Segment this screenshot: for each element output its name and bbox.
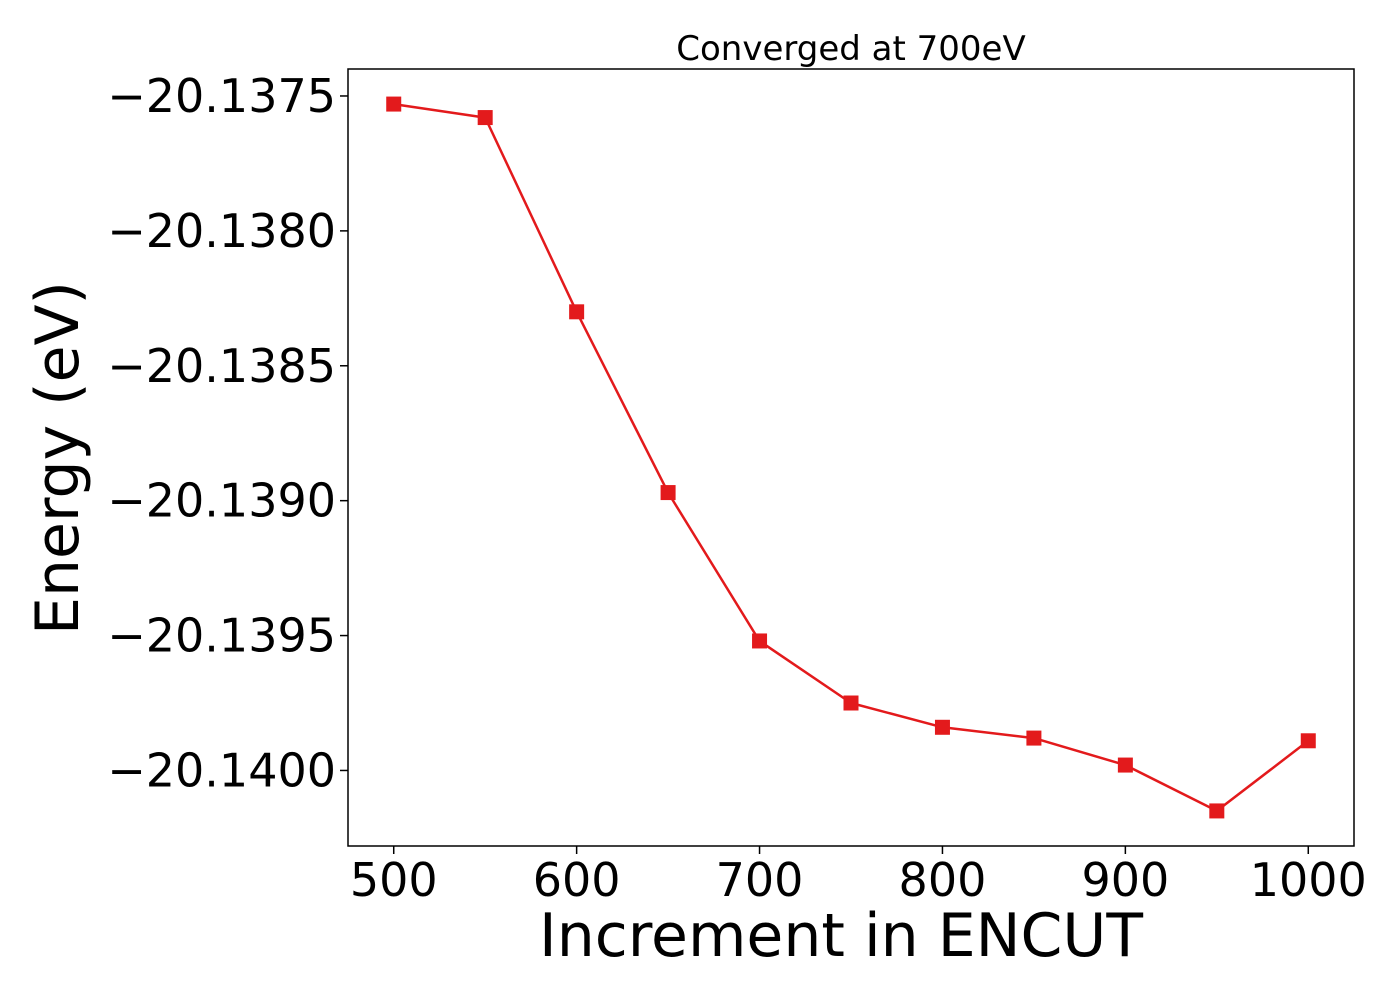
data-point bbox=[1117, 757, 1133, 773]
y-tick-label: −20.1395 bbox=[107, 609, 336, 663]
plot-area bbox=[386, 96, 1316, 819]
data-point bbox=[569, 304, 585, 320]
x-axis: 500 600 700 800 900 1000 bbox=[350, 846, 1367, 907]
y-tick-label: −20.1375 bbox=[107, 69, 336, 123]
x-tick-label: 1000 bbox=[1250, 853, 1367, 907]
x-tick-label: 900 bbox=[1081, 853, 1169, 907]
chart-title: Converged at 700eV bbox=[676, 29, 1025, 69]
y-tick-label: −20.1390 bbox=[107, 474, 336, 528]
y-tick-label: −20.1380 bbox=[107, 204, 336, 258]
x-tick-label: 600 bbox=[533, 853, 621, 907]
data-point bbox=[1300, 733, 1316, 749]
x-tick-label: 500 bbox=[350, 853, 438, 907]
data-point bbox=[752, 633, 768, 649]
plot-frame bbox=[347, 68, 1355, 847]
data-point bbox=[934, 719, 950, 735]
data-point bbox=[843, 695, 859, 711]
x-tick-label: 700 bbox=[716, 853, 804, 907]
y-tick-label: −20.1400 bbox=[107, 743, 336, 797]
data-point bbox=[386, 96, 402, 112]
x-axis-label: Increment in ENCUT bbox=[539, 901, 1143, 971]
data-point bbox=[660, 485, 676, 501]
y-tick-label: −20.1385 bbox=[107, 339, 336, 393]
x-tick-label: 800 bbox=[899, 853, 987, 907]
y-axis-label: Energy (eV) bbox=[23, 281, 93, 635]
data-point bbox=[1209, 803, 1225, 819]
y-axis: −20.1375 −20.1380 −20.1385 −20.1390 −20.1395… bbox=[107, 69, 348, 797]
data-point bbox=[477, 110, 493, 126]
data-point bbox=[1026, 730, 1042, 746]
